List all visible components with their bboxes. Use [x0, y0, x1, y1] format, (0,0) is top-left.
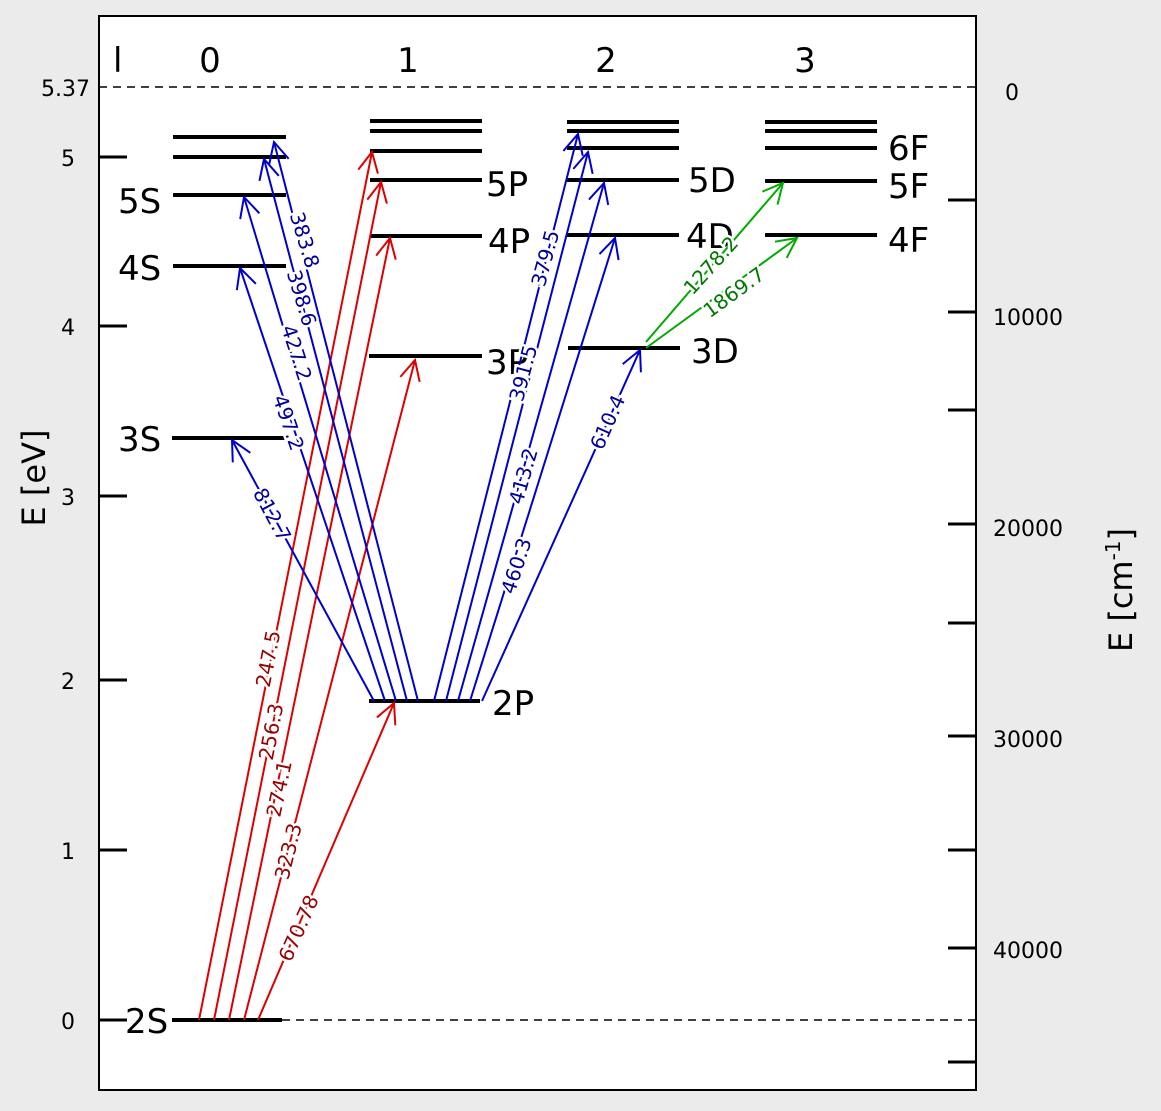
right-axis-title: E [cm-1]: [1101, 528, 1140, 652]
left-tick-label: 0: [61, 1010, 75, 1035]
column-header-0: 0: [199, 41, 221, 81]
level-label-3d: 3D: [691, 332, 739, 372]
level-label-5p: 5P: [486, 165, 528, 205]
right-axis-ticks: [948, 198, 976, 1064]
right-tick-label: 0: [1005, 81, 1019, 106]
level-label-5d: 5D: [688, 161, 736, 201]
ionization-energy-label: 5.37: [41, 77, 90, 102]
left-tick-label: 4: [61, 316, 75, 341]
level-label-4f: 4F: [888, 221, 929, 261]
level-label-2p: 2P: [492, 684, 534, 724]
left-axis-ticks: [99, 155, 127, 1022]
l-header: l: [113, 41, 122, 81]
level-label-5f: 5F: [888, 167, 929, 207]
level-label-2s: 2S: [125, 1002, 168, 1042]
column-header-1: 1: [397, 41, 419, 81]
right-tick-label: 30000: [993, 728, 1063, 753]
left-tick-label: 1: [61, 840, 75, 865]
level-label-6f: 6F: [888, 129, 929, 169]
level-label-4p: 4P: [488, 222, 530, 262]
column-header-3: 3: [794, 41, 816, 81]
left-tick-label: 5: [61, 147, 75, 172]
level-label-3s: 3S: [118, 420, 161, 460]
right-tick-label: 20000: [993, 517, 1063, 542]
blue-pd-transitions: [433, 134, 640, 702]
left-axis-title: E [eV]: [15, 430, 53, 527]
level-label-4s: 4S: [118, 249, 161, 289]
plot-frame: [98, 15, 977, 1091]
right-tick-label: 10000: [993, 306, 1063, 331]
level-label-5s: 5S: [118, 182, 161, 222]
green-transitions: [645, 183, 797, 349]
left-tick-label: 3: [61, 486, 75, 511]
column-header-2: 2: [595, 41, 617, 81]
right-tick-label: 40000: [993, 939, 1063, 964]
blue-ps-transitions: [232, 142, 419, 702]
red-transitions: [198, 152, 415, 1021]
f-levels: [765, 120, 877, 237]
left-tick-label: 2: [61, 670, 75, 695]
level-label-3p: 3P: [486, 343, 528, 383]
